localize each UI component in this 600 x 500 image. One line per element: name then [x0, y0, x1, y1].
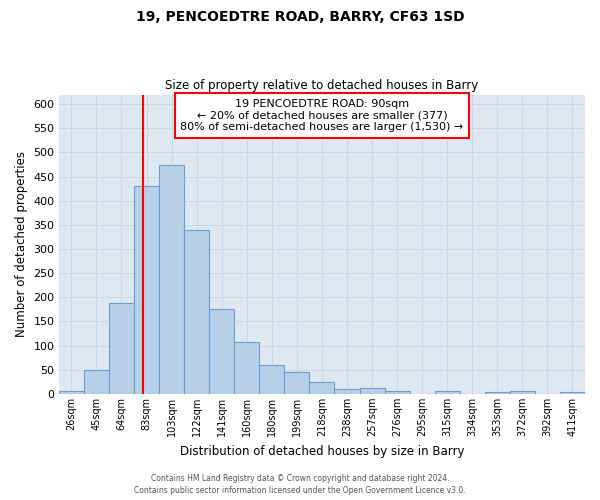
Bar	[234, 342, 259, 394]
X-axis label: Distribution of detached houses by size in Barry: Distribution of detached houses by size …	[179, 444, 464, 458]
Bar	[84, 370, 109, 394]
Bar	[284, 372, 310, 394]
Text: 19 PENCOEDTRE ROAD: 90sqm
← 20% of detached houses are smaller (377)
80% of semi: 19 PENCOEDTRE ROAD: 90sqm ← 20% of detac…	[180, 99, 464, 132]
Text: 19, PENCOEDTRE ROAD, BARRY, CF63 1SD: 19, PENCOEDTRE ROAD, BARRY, CF63 1SD	[136, 10, 464, 24]
Bar	[485, 392, 510, 394]
Bar	[109, 303, 134, 394]
Text: Contains HM Land Registry data © Crown copyright and database right 2024.
Contai: Contains HM Land Registry data © Crown c…	[134, 474, 466, 495]
Bar	[510, 392, 535, 394]
Title: Size of property relative to detached houses in Barry: Size of property relative to detached ho…	[165, 79, 479, 92]
Bar	[560, 392, 585, 394]
Bar	[159, 164, 184, 394]
Bar	[184, 230, 209, 394]
Bar	[385, 392, 410, 394]
Bar	[434, 392, 460, 394]
Bar	[310, 382, 334, 394]
Bar	[259, 365, 284, 394]
Bar	[59, 392, 84, 394]
Bar	[209, 310, 234, 394]
Bar	[359, 388, 385, 394]
Y-axis label: Number of detached properties: Number of detached properties	[15, 151, 28, 337]
Bar	[134, 186, 159, 394]
Bar	[334, 389, 359, 394]
